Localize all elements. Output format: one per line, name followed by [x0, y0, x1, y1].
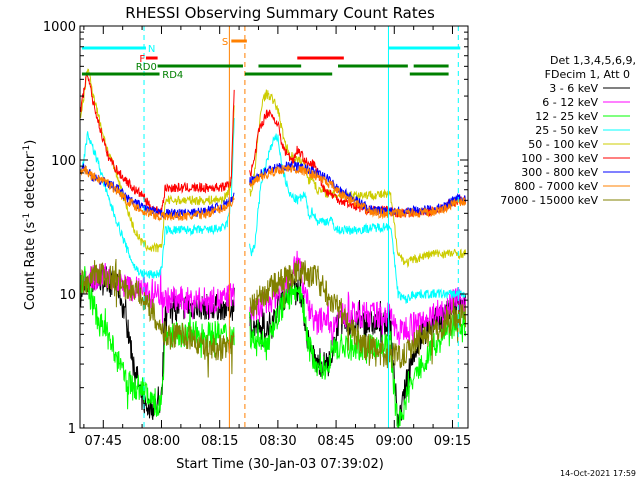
legend-header-line-1: Det 1,3,4,5,6,9, [550, 54, 636, 67]
legend-header-line-2: FDecim 1, Att 0 [545, 68, 630, 81]
x-axis-label: Start Time (30-Jan-03 07:39:02) [176, 457, 384, 472]
y-label-main: Count Rate (s [23, 222, 38, 311]
y-label-end: ) [23, 140, 38, 145]
legend-label-3: 12 - 25 keV [535, 110, 598, 123]
y-label-exponent: -1 [22, 213, 32, 222]
legend: Det 1,3,4,5,6,9, FDecim 1, Att 0 [545, 54, 636, 81]
flag-label-f: F [139, 54, 145, 65]
x-tick-label-4: 08:30 [259, 434, 296, 449]
y-tick-label-3: 100 [51, 154, 76, 169]
x-tick-label-3: 08:15 [201, 434, 238, 449]
flag-label-rd0: RD0 [136, 62, 157, 73]
x-tick-label-7: 09:15 [434, 434, 471, 449]
legend-label-6: 100 - 300 keV [521, 152, 598, 165]
series-layer [80, 68, 467, 429]
x-tick-label-5: 08:45 [317, 434, 354, 449]
y-label-exponent-2: -1 [22, 145, 32, 154]
y-tick-label-1: 1 [68, 422, 76, 437]
legend-label-1: 3 - 6 keV [549, 82, 598, 95]
series-line-9 [80, 258, 467, 378]
y-tick-label-2: 10 [59, 288, 76, 303]
flag-label-n: N [148, 44, 155, 55]
legend-label-7: 300 - 800 keV [521, 166, 598, 179]
legend-label-5: 50 - 100 keV [528, 138, 598, 151]
footer-timestamp: 14-Oct-2021 17:59 [560, 469, 636, 478]
series-line-4 [80, 117, 466, 304]
x-tick-label-2: 08:00 [143, 434, 180, 449]
y-axis-label: Count Rate (s-1 detector-1) [22, 140, 38, 311]
legend-label-9: 7000 - 15000 keV [500, 194, 598, 207]
flag-label-rd4: RD4 [162, 70, 183, 81]
legend-label-8: 800 - 7000 keV [514, 180, 598, 193]
y-label-detector: detector [23, 153, 38, 213]
flag-label-s: S [222, 37, 228, 48]
axes: 1 10 100 1000 07:45 08:00 08:15 08:30 08:45 09:00… [43, 20, 471, 449]
x-tick-label-6: 09:00 [376, 434, 413, 449]
series-line-8 [80, 164, 467, 222]
reference-lines [143, 26, 459, 428]
legend-label-2: 6 - 12 keV [542, 96, 598, 109]
plot-frame [79, 25, 469, 429]
x-tick-label-1: 07:45 [85, 434, 122, 449]
chart-title: RHESSI Observing Summary Count Rates [125, 4, 435, 22]
y-tick-label-4: 1000 [43, 20, 76, 35]
legend-label-4: 25 - 50 keV [535, 124, 598, 137]
